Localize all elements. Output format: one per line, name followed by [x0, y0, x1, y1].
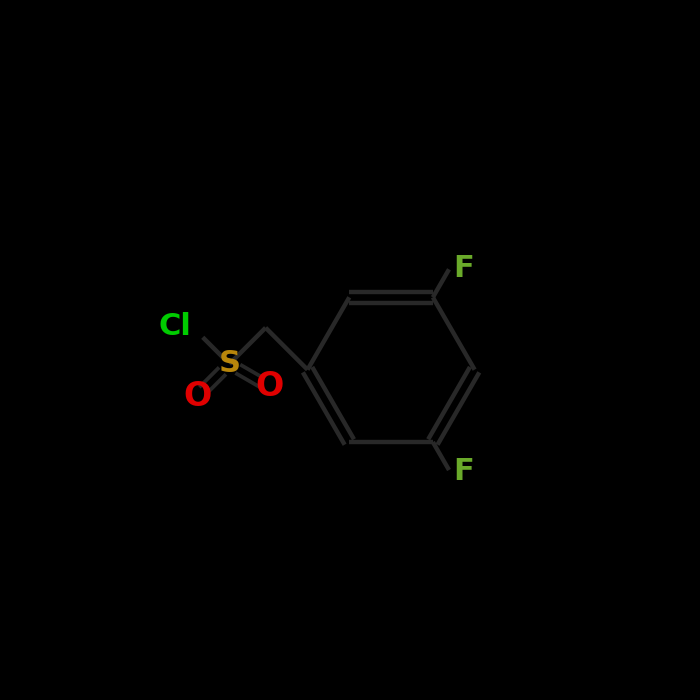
Text: F: F	[454, 253, 474, 283]
Text: S: S	[218, 349, 240, 379]
Text: Cl: Cl	[159, 312, 192, 341]
Text: O: O	[183, 380, 211, 413]
Text: O: O	[255, 370, 284, 403]
Text: F: F	[454, 456, 474, 486]
